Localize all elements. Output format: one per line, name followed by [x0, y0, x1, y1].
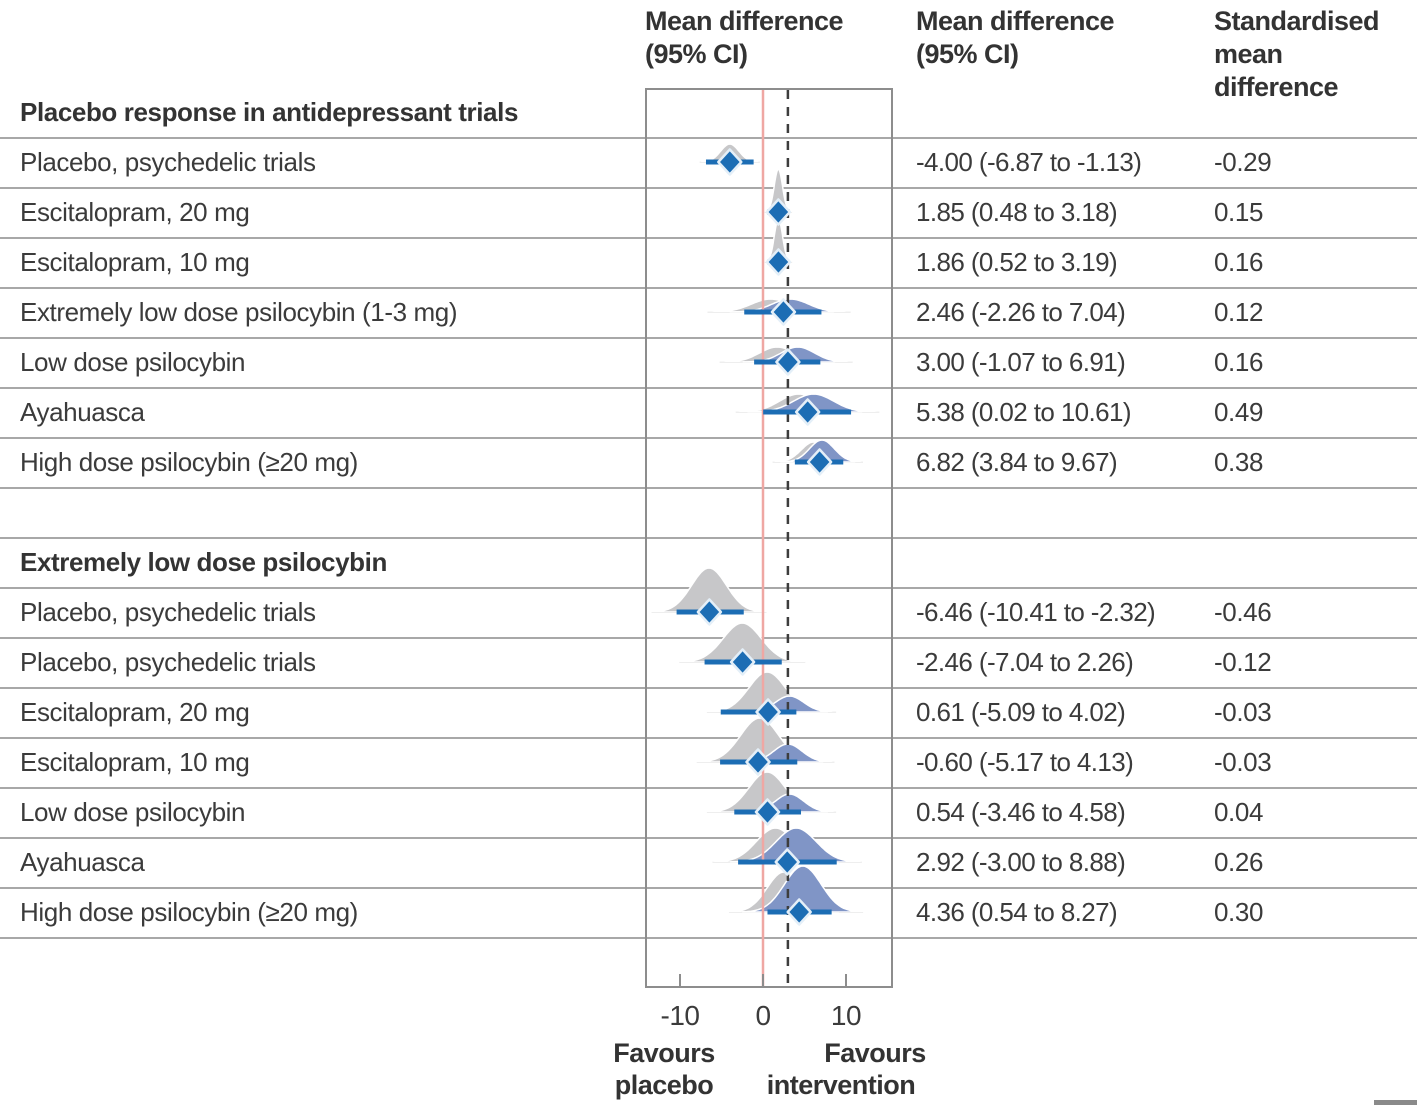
smd-column-header: Standardised mean difference	[1214, 6, 1380, 102]
row-ci-value: 5.38 (0.02 to 10.61)	[916, 397, 1132, 427]
row-ci-value: -2.46 (-7.04 to 2.26)	[916, 647, 1134, 677]
point-estimate-diamond	[806, 448, 833, 476]
text-column-header-line1: Mean difference	[916, 6, 1115, 36]
row-smd-value: -0.12	[1214, 647, 1272, 677]
row-separator	[0, 887, 1417, 889]
point-estimate-diamond	[717, 148, 743, 176]
row-separator	[0, 787, 1417, 789]
row-label: Low dose psilocybin	[20, 347, 246, 377]
row-ci-value: 6.82 (3.84 to 9.67)	[916, 447, 1118, 477]
row-separator	[0, 687, 1417, 689]
row-separator	[0, 487, 1417, 489]
point-estimate-diamond	[794, 398, 821, 426]
plot-column-header-line1: Mean difference	[645, 6, 844, 36]
intervention-density-curve	[741, 865, 864, 913]
row-smd-value: 0.30	[1214, 897, 1264, 927]
row-ci-value: 3.00 (-1.07 to 6.91)	[916, 347, 1126, 377]
row-separator	[0, 337, 1417, 339]
row-label: Escitalopram, 20 mg	[20, 697, 250, 727]
point-estimate-diamond	[745, 748, 771, 776]
row-separator	[0, 137, 1417, 139]
row-ci-value: -6.46 (-10.41 to -2.32)	[916, 597, 1156, 627]
favours-placebo-label-line1: Favours	[613, 1038, 715, 1068]
point-estimate-diamond	[696, 598, 723, 626]
row-separator	[0, 437, 1417, 439]
point-estimate-diamond	[754, 798, 781, 826]
point-estimate-diamond	[765, 248, 792, 276]
row-label: Placebo, psychedelic trials	[20, 647, 316, 677]
favours-intervention-label-line2: intervention	[766, 1070, 916, 1100]
row-separator	[0, 537, 1417, 539]
plot-border-box	[645, 88, 893, 988]
row-smd-value: 0.16	[1214, 347, 1264, 377]
row-smd-value: -0.03	[1214, 747, 1272, 777]
row-separator	[0, 287, 1417, 289]
forest-plot-area	[645, 88, 893, 988]
point-estimate-diamond	[755, 698, 781, 726]
x-axis-tick-label: 10	[830, 1000, 862, 1031]
row-label: Extremely low dose psilocybin (1-3 mg)	[20, 297, 458, 327]
favours-placebo-label-line2: placebo	[614, 1070, 714, 1100]
x-axis-tick-label: -10	[660, 1000, 700, 1031]
text-column-header: Mean difference (95% CI)	[916, 5, 1115, 71]
row-separator	[0, 837, 1417, 839]
row-label: Placebo, psychedelic trials	[20, 597, 316, 627]
row-label: Escitalopram, 20 mg	[20, 197, 250, 227]
row-separator	[0, 237, 1417, 239]
point-estimate-diamond	[765, 198, 792, 226]
plot-column-header: Mean difference (95% CI)	[645, 5, 844, 71]
point-estimate-diamond	[775, 348, 801, 376]
row-ci-value: 2.92 (-3.00 to 8.88)	[916, 847, 1126, 877]
row-label: High dose psilocybin (≥20 mg)	[20, 897, 358, 927]
x-axis-tick-label: 0	[755, 1000, 771, 1031]
row-smd-value: 0.16	[1214, 247, 1264, 277]
corner-crop-mark	[1374, 1100, 1417, 1105]
point-estimate-diamond	[729, 648, 756, 676]
row-separator	[0, 187, 1417, 189]
row-ci-value: -0.60 (-5.17 to 4.13)	[916, 747, 1134, 777]
row-label: Ayahuasca	[20, 397, 145, 427]
row-label: Escitalopram, 10 mg	[20, 247, 250, 277]
row-smd-value: 0.49	[1214, 397, 1264, 427]
row-ci-value: 1.85 (0.48 to 3.18)	[916, 197, 1118, 227]
plot-column-header-line2: (95% CI)	[645, 39, 748, 69]
row-smd-value: -0.29	[1214, 147, 1272, 177]
row-label: High dose psilocybin (≥20 mg)	[20, 447, 358, 477]
section-header: Placebo response in antidepressant trial…	[20, 97, 519, 127]
row-ci-value: 4.36 (0.54 to 8.27)	[916, 897, 1118, 927]
row-separator	[0, 737, 1417, 739]
row-label: Escitalopram, 10 mg	[20, 747, 250, 777]
point-estimate-diamond	[774, 848, 800, 876]
row-separator	[0, 387, 1417, 389]
row-separator	[0, 637, 1417, 639]
row-label: Placebo, psychedelic trials	[20, 147, 316, 177]
placebo-density-curve	[650, 567, 768, 613]
row-ci-value: 0.54 (-3.46 to 4.58)	[916, 797, 1126, 827]
row-smd-value: 0.26	[1214, 847, 1264, 877]
row-ci-value: 0.61 (-5.09 to 4.02)	[916, 697, 1126, 727]
row-smd-value: 0.12	[1214, 297, 1264, 327]
row-label: Ayahuasca	[20, 847, 145, 877]
row-smd-value: 0.15	[1214, 197, 1264, 227]
row-smd-value: 0.38	[1214, 447, 1264, 477]
row-separator	[0, 937, 1417, 939]
row-ci-value: 1.86 (0.52 to 3.19)	[916, 247, 1118, 277]
favours-intervention-label-line1: Favours	[824, 1038, 926, 1068]
row-ci-value: -4.00 (-6.87 to -1.13)	[916, 147, 1142, 177]
row-smd-value: -0.46	[1214, 597, 1272, 627]
text-column-header-line2: (95% CI)	[916, 39, 1019, 69]
row-ci-value: 2.46 (-2.26 to 7.04)	[916, 297, 1126, 327]
row-label: Low dose psilocybin	[20, 797, 246, 827]
point-estimate-diamond	[786, 898, 812, 926]
row-smd-value: 0.04	[1214, 797, 1264, 827]
point-estimate-diamond	[770, 298, 797, 326]
row-smd-value: -0.03	[1214, 697, 1272, 727]
section-header: Extremely low dose psilocybin	[20, 547, 387, 577]
